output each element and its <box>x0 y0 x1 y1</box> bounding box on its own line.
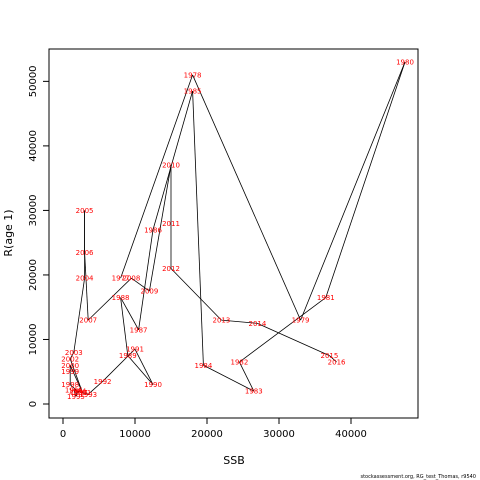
series-segment <box>257 322 330 356</box>
x-tick-label: 10000 <box>119 429 151 440</box>
series-segment <box>170 268 222 321</box>
point-label-1994: 1994 <box>68 388 86 396</box>
series-segment <box>84 252 89 321</box>
point-label-2003: 2003 <box>65 349 83 357</box>
y-tick-label: 30000 <box>28 195 39 227</box>
y-tick-label: 50000 <box>28 65 39 97</box>
series-segment <box>138 229 154 330</box>
point-label-1992: 1992 <box>94 378 112 386</box>
series-segment <box>239 297 327 363</box>
y-axis: 0 10000 20000 30000 40000 50000 <box>28 65 50 407</box>
series-segment <box>131 277 150 292</box>
series-segment <box>73 278 85 353</box>
point-label-1981: 1981 <box>317 294 335 302</box>
point-labels: 1977 1978 1979 1980 1981 1982 1983 1984 1985 1986… <box>61 59 414 401</box>
series-segment <box>120 74 193 279</box>
series-segment <box>127 355 154 385</box>
point-label-1979: 1979 <box>292 317 310 325</box>
point-label-2011: 2011 <box>162 220 180 228</box>
series-segment <box>69 352 75 360</box>
series-segment <box>69 384 80 393</box>
x-tick-label: 20000 <box>191 429 223 440</box>
series-segment <box>69 358 83 393</box>
point-label-1978: 1978 <box>184 71 202 79</box>
point-label-1993: 1993 <box>79 391 97 399</box>
point-label-2010: 2010 <box>162 162 180 170</box>
series-segment <box>239 361 255 392</box>
point-label-1983: 1983 <box>245 388 263 396</box>
point-label-1997: 1997 <box>70 389 88 397</box>
series-segment <box>77 390 89 395</box>
source-caption: stockassessment.org, RG_test_Thomas, r95… <box>360 474 476 480</box>
series-segment <box>87 381 103 395</box>
series-segment <box>325 61 406 298</box>
y-tick-label: 10000 <box>28 324 39 356</box>
y-tick-label: 0 <box>28 401 39 407</box>
point-label-2006: 2006 <box>76 249 94 257</box>
point-label-1985: 1985 <box>184 88 202 96</box>
point-label-2008: 2008 <box>122 275 140 283</box>
series-segment <box>87 277 132 321</box>
point-label-1984: 1984 <box>194 362 212 370</box>
point-label-1980: 1980 <box>396 59 414 67</box>
x-tick-label: 0 <box>60 429 66 440</box>
point-label-1989: 1989 <box>119 352 137 360</box>
series-segment <box>192 74 301 321</box>
point-label-2013: 2013 <box>212 317 230 325</box>
point-label-1977: 1977 <box>112 275 130 283</box>
point-label-1982: 1982 <box>230 359 248 367</box>
point-label-1998: 1998 <box>61 381 79 389</box>
series-segment <box>102 348 136 382</box>
x-axis: 0 10000 20000 30000 40000 <box>60 417 367 440</box>
point-label-2007: 2007 <box>79 317 97 325</box>
point-label-2009: 2009 <box>140 288 158 296</box>
series-line <box>69 61 406 397</box>
series-segment <box>149 165 172 292</box>
y-tick-label: 20000 <box>28 259 39 291</box>
point-label-2014: 2014 <box>248 320 266 328</box>
point-label-2004: 2004 <box>76 275 94 283</box>
point-label-2001: 2001 <box>74 389 92 397</box>
x-axis-title: SSB <box>223 454 245 467</box>
series-segment <box>120 297 129 356</box>
point-label-1996: 1996 <box>65 386 83 394</box>
point-label-1999: 1999 <box>61 368 79 376</box>
series-segment <box>300 61 406 321</box>
point-label-2005: 2005 <box>76 207 94 215</box>
series-segment <box>73 389 77 397</box>
point-label-2012: 2012 <box>162 265 180 273</box>
point-label-1988: 1988 <box>112 294 130 302</box>
point-label-1995: 1995 <box>67 393 85 401</box>
series-segment <box>329 355 337 363</box>
point-label-2015: 2015 <box>320 352 338 360</box>
series-segment <box>221 319 258 324</box>
y-axis-title: R(age 1) <box>2 209 15 256</box>
series-segment <box>120 297 139 330</box>
point-label-1986: 1986 <box>144 226 162 234</box>
point-label-1990: 1990 <box>144 381 162 389</box>
series-segment <box>134 348 154 385</box>
point-label-2000: 2000 <box>61 362 79 370</box>
series-segment <box>203 364 254 392</box>
x-tick-label: 40000 <box>335 429 367 440</box>
point-label-1987: 1987 <box>130 326 148 334</box>
point-label-1991: 1991 <box>126 346 144 354</box>
x-tick-label: 30000 <box>263 429 295 440</box>
y-tick-label: 40000 <box>28 130 39 162</box>
point-label-2016: 2016 <box>328 359 346 367</box>
series-segment <box>192 91 204 366</box>
point-label-2002: 2002 <box>61 355 79 363</box>
series-segment <box>152 90 193 230</box>
